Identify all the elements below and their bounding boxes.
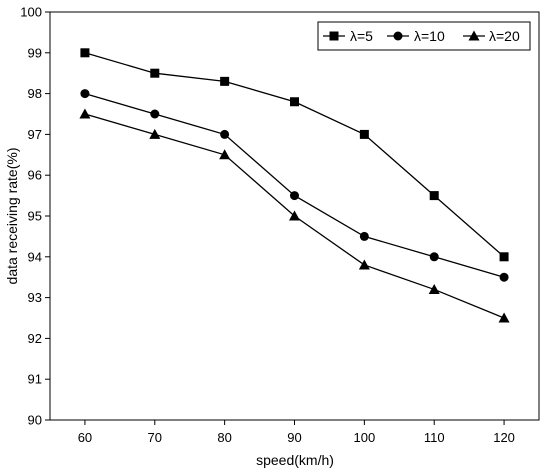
legend-marker bbox=[393, 31, 403, 41]
data-point bbox=[219, 149, 231, 160]
y-tick-label: 91 bbox=[28, 372, 42, 387]
legend-box bbox=[317, 21, 531, 51]
y-tick-label: 92 bbox=[28, 331, 42, 346]
data-point bbox=[358, 259, 370, 270]
x-tick-label: 60 bbox=[78, 430, 92, 445]
data-point bbox=[359, 129, 369, 139]
data-point bbox=[150, 68, 160, 78]
data-point bbox=[150, 109, 160, 119]
data-point bbox=[359, 231, 369, 241]
x-tick-label: 80 bbox=[217, 430, 231, 445]
y-tick-label: 94 bbox=[28, 249, 42, 264]
series-3 bbox=[79, 108, 510, 323]
data-point bbox=[220, 129, 230, 139]
y-tick-label: 96 bbox=[28, 168, 42, 183]
data-point bbox=[429, 252, 439, 262]
y-axis-title: data receiving rate(%) bbox=[4, 148, 20, 285]
x-tick-label: 100 bbox=[354, 430, 376, 445]
x-tick-label: 70 bbox=[148, 430, 162, 445]
legend-label: λ=10 bbox=[414, 28, 445, 44]
y-tick-label: 98 bbox=[28, 86, 42, 101]
legend-entry: λ=5 bbox=[323, 28, 373, 44]
data-point bbox=[499, 272, 509, 282]
data-point bbox=[80, 89, 90, 99]
y-tick-label: 99 bbox=[28, 45, 42, 60]
y-tick-label: 100 bbox=[20, 5, 42, 20]
data-point bbox=[79, 108, 91, 119]
data-point bbox=[289, 210, 300, 221]
data-point bbox=[290, 191, 299, 201]
data-point bbox=[80, 48, 90, 58]
data-point bbox=[220, 76, 230, 86]
legend-marker bbox=[468, 30, 480, 41]
y-tick-label: 97 bbox=[28, 127, 42, 142]
x-tick-label: 120 bbox=[493, 430, 515, 445]
legend-entry: λ=10 bbox=[387, 28, 445, 44]
series-layer bbox=[79, 48, 510, 323]
y-tick-label: 93 bbox=[28, 290, 42, 305]
y-axis: 90 91 92 93 94 95 96 97 98 99 100 bbox=[20, 5, 50, 428]
legend-entry: λ=20 bbox=[463, 28, 520, 44]
legend: λ=5 λ=10 λ=20 bbox=[317, 21, 531, 51]
data-point bbox=[149, 128, 161, 139]
data-point bbox=[429, 191, 439, 201]
legend-label: λ=20 bbox=[489, 28, 520, 44]
x-tick-label: 110 bbox=[424, 430, 445, 445]
y-tick-label: 95 bbox=[28, 209, 42, 224]
data-point bbox=[290, 97, 299, 107]
series-2 bbox=[80, 89, 509, 282]
y-tick-label: 90 bbox=[28, 413, 42, 428]
legend-marker bbox=[329, 31, 339, 41]
x-tick-label: 90 bbox=[287, 430, 301, 445]
series-1 bbox=[80, 48, 509, 262]
x-axis-title: speed(km/h) bbox=[256, 452, 334, 468]
legend-label: λ=5 bbox=[350, 28, 373, 44]
data-point bbox=[428, 283, 440, 294]
data-point bbox=[499, 252, 509, 262]
x-axis: 60 70 80 90 100 110 120 bbox=[78, 420, 515, 445]
data-point bbox=[498, 312, 510, 323]
